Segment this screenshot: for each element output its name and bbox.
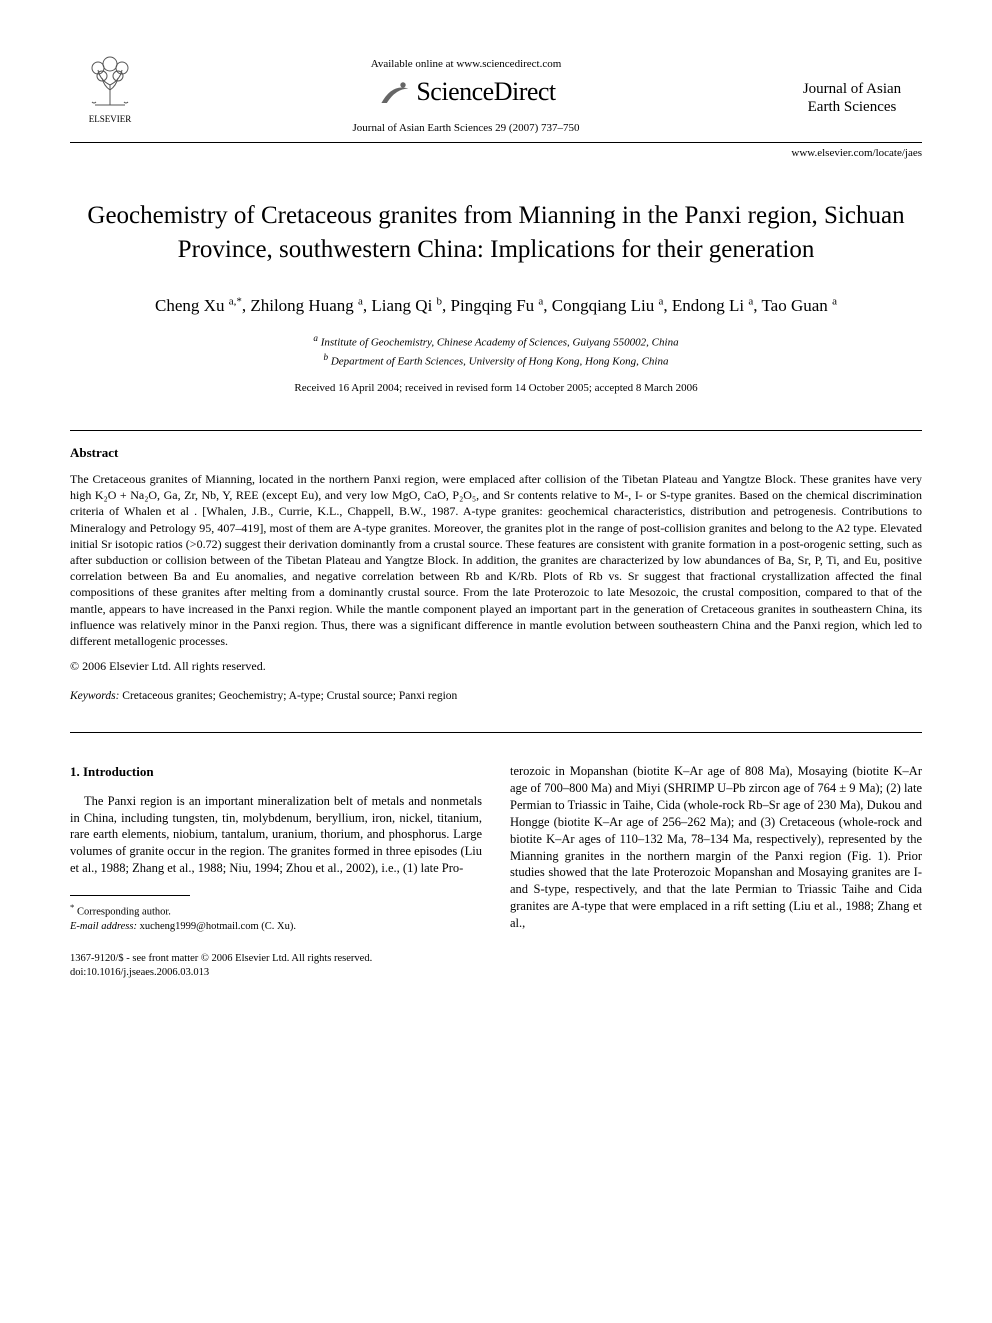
- intro-para-left: The Panxi region is an important mineral…: [70, 793, 482, 877]
- affiliations: a Institute of Geochemistry, Chinese Aca…: [70, 332, 922, 370]
- keywords-text: Cretaceous granites; Geochemistry; A-typ…: [122, 690, 457, 702]
- bottom-matter: 1367-9120/$ - see front matter © 2006 El…: [70, 952, 922, 979]
- issn-line: 1367-9120/$ - see front matter © 2006 El…: [70, 952, 922, 966]
- journal-name-line1: Journal of Asian: [782, 80, 922, 98]
- keywords-label: Keywords:: [70, 690, 119, 702]
- elsevier-label: ELSEVIER: [70, 114, 150, 124]
- corresponding-author: * Corresponding author.: [70, 902, 482, 920]
- locate-url: www.elsevier.com/locate/jaes: [70, 147, 922, 159]
- copyright-line: © 2006 Elsevier Ltd. All rights reserved…: [70, 659, 922, 674]
- abstract-top-rule: [70, 430, 922, 431]
- affiliation-b: b Department of Earth Sciences, Universi…: [70, 351, 922, 370]
- email-line: E-mail address: xucheng1999@hotmail.com …: [70, 920, 482, 934]
- abstract-heading: Abstract: [70, 445, 922, 461]
- header-rule: [70, 142, 922, 143]
- journal-name-block: Journal of Asian Earth Sciences: [782, 50, 922, 116]
- journal-name-line2: Earth Sciences: [782, 98, 922, 116]
- sciencedirect-swoosh-icon: [376, 76, 412, 112]
- keywords-rule: [70, 732, 922, 733]
- sciencedirect-logo: ScienceDirect: [150, 76, 782, 112]
- journal-reference: Journal of Asian Earth Sciences 29 (2007…: [150, 122, 782, 134]
- elsevier-logo: ELSEVIER: [70, 50, 150, 124]
- email-label: E-mail address:: [70, 921, 137, 932]
- intro-heading: 1. Introduction: [70, 763, 482, 781]
- right-column: terozoic in Mopanshan (biotite K–Ar age …: [510, 763, 922, 934]
- footnote-rule: [70, 895, 190, 896]
- authors-list: Cheng Xu a,*, Zhilong Huang a, Liang Qi …: [70, 293, 922, 319]
- article-dates: Received 16 April 2004; received in revi…: [70, 382, 922, 394]
- keywords-line: Keywords: Cretaceous granites; Geochemis…: [70, 690, 922, 702]
- available-online-text: Available online at www.sciencedirect.co…: [150, 58, 782, 70]
- intro-para-right: terozoic in Mopanshan (biotite K–Ar age …: [510, 763, 922, 932]
- sciencedirect-text: ScienceDirect: [416, 77, 555, 106]
- header-center: Available online at www.sciencedirect.co…: [150, 50, 782, 134]
- email-address: xucheng1999@hotmail.com (C. Xu).: [140, 921, 296, 932]
- doi-line: doi:10.1016/j.jseaes.2006.03.013: [70, 966, 922, 980]
- affiliation-a: a Institute of Geochemistry, Chinese Aca…: [70, 332, 922, 351]
- article-title: Geochemistry of Cretaceous granites from…: [70, 199, 922, 267]
- abstract-body: The Cretaceous granites of Mianning, loc…: [70, 471, 922, 649]
- header-row: ELSEVIER Available online at www.science…: [70, 50, 922, 134]
- left-column: 1. Introduction The Panxi region is an i…: [70, 763, 482, 934]
- body-columns: 1. Introduction The Panxi region is an i…: [70, 763, 922, 934]
- footnote-block: * Corresponding author. E-mail address: …: [70, 902, 482, 934]
- elsevier-tree-icon: [80, 50, 140, 110]
